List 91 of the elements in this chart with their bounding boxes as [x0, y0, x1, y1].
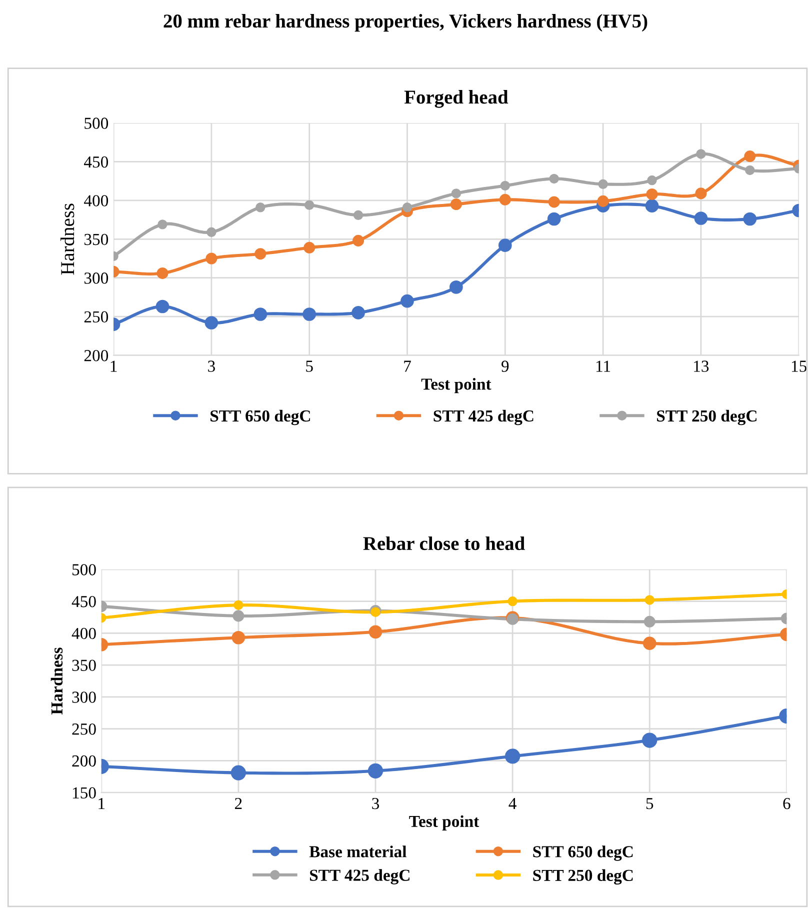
- x-tick-label: 5: [306, 360, 313, 372]
- point: [156, 267, 168, 279]
- x-tick-label: 7: [404, 360, 411, 372]
- point: [302, 308, 316, 321]
- chart-title: Forged head: [404, 90, 508, 108]
- point: [158, 220, 168, 230]
- x-tick-label: 1: [98, 798, 105, 809]
- point: [500, 180, 510, 191]
- y-tick-label: 300: [72, 692, 96, 703]
- point: [450, 198, 462, 210]
- y-tick-label: 500: [84, 118, 108, 129]
- y-tick-label: 200: [72, 755, 96, 767]
- point: [234, 600, 244, 610]
- y-axis-title: Hardness: [60, 204, 74, 275]
- point: [646, 188, 658, 200]
- point: [549, 174, 559, 184]
- y-axis-title: Hardness: [50, 648, 63, 714]
- point: [368, 625, 382, 639]
- point: [642, 636, 656, 650]
- point: [598, 179, 608, 190]
- x-tick-label: 11: [596, 360, 610, 372]
- y-tick-label: 450: [72, 596, 96, 608]
- x-tick-label: 9: [502, 360, 509, 372]
- point: [645, 199, 659, 213]
- x-tick-label: 2: [235, 798, 242, 809]
- x-tick-label: 13: [694, 360, 709, 372]
- point: [744, 150, 756, 162]
- legend-label: STT 650 degC: [533, 846, 633, 861]
- y-tick-label: 500: [72, 564, 96, 576]
- point: [498, 238, 512, 252]
- point: [352, 234, 364, 246]
- point: [508, 596, 518, 606]
- point: [206, 227, 216, 238]
- x-axis-title: Test point: [409, 815, 480, 830]
- y-tick-label: 250: [84, 311, 108, 323]
- point: [206, 252, 218, 264]
- point: [254, 308, 268, 321]
- y-tick-label: 450: [84, 156, 108, 168]
- text: 20 mm rebar hardness properties, Vickers hardness (HV5): [164, 14, 648, 32]
- x-tick-label: 6: [783, 798, 790, 810]
- point: [451, 188, 462, 198]
- x-tick-label: 3: [372, 798, 380, 810]
- point: [696, 149, 706, 159]
- point: [256, 202, 266, 212]
- point: [353, 210, 364, 220]
- y-tick-label: 250: [72, 724, 96, 735]
- legend-label: Base material: [309, 846, 406, 858]
- point: [204, 316, 218, 330]
- point: [400, 294, 414, 308]
- y-tick-label: 200: [84, 350, 108, 362]
- x-tick-label: 3: [208, 360, 215, 372]
- y-tick-label: 150: [72, 787, 96, 799]
- point: [644, 616, 656, 628]
- x-tick-label: 15: [792, 360, 807, 372]
- point: [232, 630, 246, 644]
- point: [499, 194, 511, 206]
- point: [304, 200, 314, 210]
- x-tick-label: 1: [110, 360, 117, 372]
- legend-label: STT 425 degC: [434, 410, 534, 426]
- x-axis-title: Test point: [421, 378, 492, 394]
- legend-label: STT 250 degC: [533, 869, 633, 885]
- legend-label: STT 650 degC: [210, 410, 310, 426]
- point: [368, 763, 384, 778]
- point: [647, 175, 657, 186]
- y-tick-label: 350: [72, 660, 96, 671]
- point: [450, 280, 463, 294]
- y-tick-label: 400: [72, 628, 96, 640]
- point: [644, 595, 654, 605]
- point: [304, 242, 316, 254]
- point: [254, 248, 266, 260]
- y-tick-label: 350: [84, 234, 108, 246]
- point: [743, 212, 757, 226]
- legend-label: STT 250 degC: [657, 410, 756, 426]
- legend-label: STT 425 degC: [310, 869, 410, 884]
- point: [230, 765, 246, 780]
- y-tick-label: 300: [84, 272, 108, 284]
- point: [402, 202, 412, 212]
- x-tick-label: 5: [646, 798, 654, 810]
- y-tick-label: 400: [84, 195, 108, 206]
- point: [745, 165, 755, 176]
- point: [548, 196, 560, 208]
- point: [232, 610, 244, 622]
- point: [504, 748, 520, 764]
- point: [694, 212, 708, 225]
- point: [156, 300, 170, 314]
- chart-title: Rebar close to head: [363, 536, 525, 550]
- x-tick-label: 4: [508, 798, 516, 809]
- point: [597, 195, 609, 207]
- point: [352, 306, 365, 320]
- point: [547, 212, 561, 226]
- point: [695, 188, 707, 200]
